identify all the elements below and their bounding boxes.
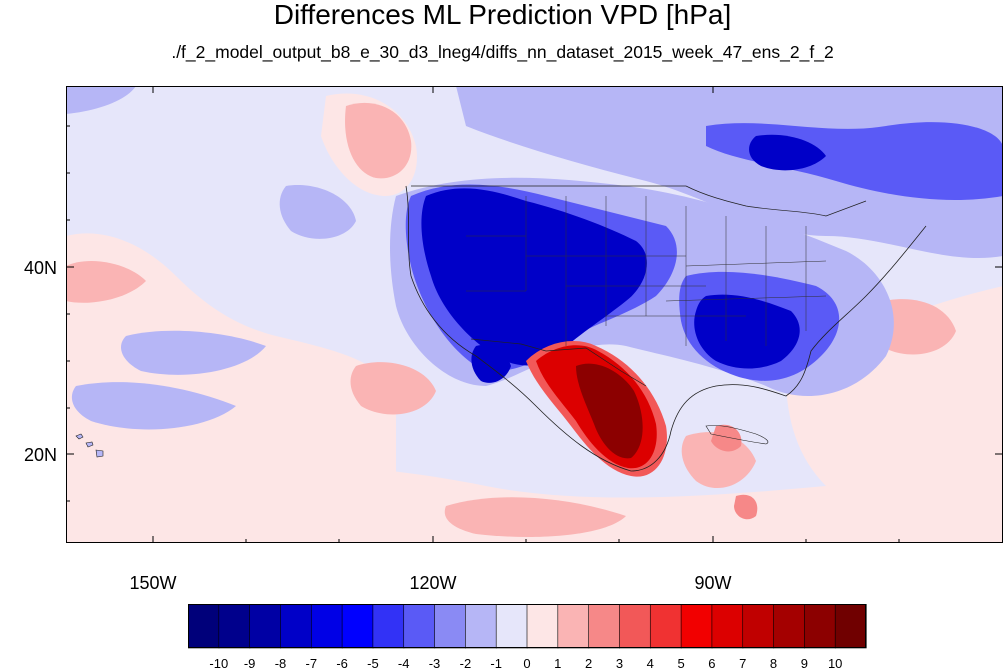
colorbar-swatch: [310, 604, 343, 649]
map-title: Differences ML Prediction VPD [hPa]: [273, 0, 732, 30]
colorbar-tick-label: 5: [677, 656, 685, 671]
region-darkred-mexico: [576, 363, 643, 459]
colorbar-swatch: [280, 604, 312, 649]
colorbar-swatch: [773, 604, 805, 649]
colorbar-swatch: [649, 604, 682, 649]
region-lightblue-pacific-3: [71, 382, 236, 430]
region-pink-bc: [345, 102, 412, 179]
vpd-difference-map: [66, 86, 1003, 543]
colorbar-swatch: [680, 604, 713, 649]
lon-label-120w: 120W: [409, 573, 457, 593]
region-pink-atlantic: [786, 286, 1003, 517]
lat-label-40n: 40N: [24, 258, 58, 278]
state-boundaries: [466, 196, 827, 346]
region-lightblue-pacific-2: [121, 330, 266, 375]
hawaii-islands: [75, 433, 104, 458]
border-us-canada: [411, 185, 867, 217]
region-darkblue-canada: [749, 134, 826, 171]
colorbar-tick-label: -6: [336, 656, 348, 671]
colorbar-swatch: [403, 604, 436, 649]
lon-label-90w: 90W: [694, 573, 732, 593]
region-pink-pacific-mid: [350, 362, 436, 415]
colorbar-swatch: [465, 604, 497, 649]
region-pink-pacific-west: [66, 261, 146, 303]
colorbar-tick-label: -5: [367, 656, 379, 671]
region-lightblue-northwest-corner: [66, 86, 136, 114]
map-subtitle: ./f_2_model_output_b8_e_30_d3_lneg4/diff…: [171, 42, 834, 62]
colorbar-tick-label: 4: [646, 656, 654, 671]
region-pink-south-band: [444, 497, 626, 537]
colorbar-swatch: [341, 604, 374, 649]
colorbar-tick-label: 1: [554, 656, 562, 671]
colorbar-tick-label: 0: [523, 656, 531, 671]
colorbar-swatch: [557, 604, 590, 649]
colorbar-tick-label: 3: [615, 656, 624, 671]
region-darkblue-southeast: [694, 294, 800, 369]
region-darkblue-great-basin: [421, 188, 647, 366]
colorbar-tick-label: -9: [243, 656, 256, 671]
colorbar-swatch: [495, 604, 528, 649]
colorbar-tick-label: -4: [397, 656, 410, 671]
region-pink-central-america: [734, 494, 758, 520]
colorbar-tick-label: -2: [459, 656, 472, 671]
colorbar-tick-label: -1: [490, 656, 502, 671]
colorbar-swatch: [834, 604, 867, 649]
coastline-north-america: [405, 185, 927, 472]
colorbar-tick-label: 10: [827, 656, 843, 671]
colorbar-tick-label: 8: [769, 656, 778, 671]
colorbar-tick-label: 7: [739, 656, 747, 671]
colorbar: [188, 604, 867, 649]
region-pink-cuba: [711, 424, 742, 452]
colorbar-tick-label: -7: [305, 656, 318, 671]
colorbar-swatch: [742, 604, 775, 649]
coastline-cuba: [705, 425, 769, 445]
region-pink-south-ocean: [146, 462, 1003, 543]
colorbar-swatch: [372, 604, 405, 649]
colorbar-tick-label: -10: [209, 656, 229, 671]
colorbar-swatch: [804, 604, 836, 649]
lat-label-20n: 20N: [24, 445, 58, 465]
colorbar-tick-label: 2: [584, 656, 593, 671]
colorbar-swatch: [249, 604, 282, 649]
colorbar-tick-label: -3: [428, 656, 441, 671]
region-lightblue-pacific-1: [279, 185, 356, 239]
colorbar-swatch: [588, 604, 621, 649]
colorbar-swatches: [188, 604, 867, 649]
colorbar-swatch: [619, 604, 651, 649]
colorbar-swatch: [526, 604, 559, 649]
lon-label-150w: 150W: [129, 573, 177, 593]
colorbar-swatch: [218, 604, 251, 649]
colorbar-swatch: [434, 604, 466, 649]
colorbar-tick-label: 6: [708, 656, 716, 671]
region-darkblue-baja: [471, 344, 511, 383]
border-us-mexico: [470, 338, 647, 387]
colorbar-tick-label: -8: [274, 656, 287, 671]
colorbar-swatch: [188, 604, 220, 649]
colorbar-tick-label: 9: [800, 656, 808, 671]
colorbar-swatch: [711, 604, 744, 649]
